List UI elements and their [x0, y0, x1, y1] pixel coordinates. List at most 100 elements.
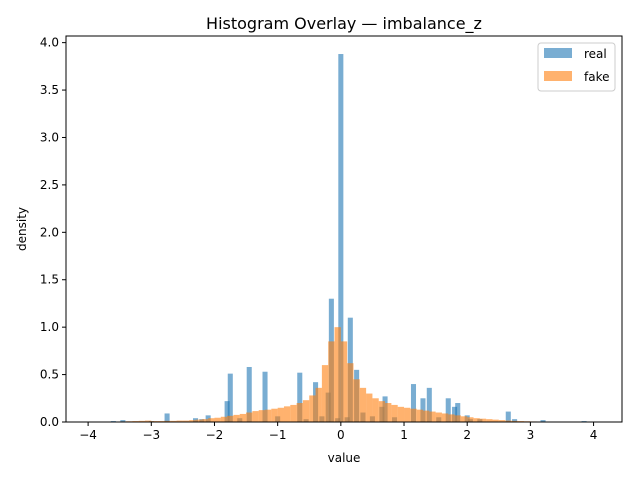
bar-fake: [498, 420, 506, 422]
bar-fake: [505, 420, 512, 422]
legend-swatch-fake: [544, 71, 572, 81]
bar-fake: [144, 420, 152, 422]
bar-fake: [429, 411, 436, 422]
bar-fake: [378, 401, 386, 422]
bar-fake: [283, 406, 291, 422]
bar-fake: [290, 404, 297, 422]
y-tick-label: 1.5: [40, 273, 59, 287]
bar-fake: [334, 327, 341, 422]
chart-title: Histogram Overlay — imbalance_z: [206, 14, 482, 34]
x-tick-label: 3: [527, 428, 535, 442]
bar-fake: [233, 414, 240, 422]
bar-real: [540, 420, 546, 422]
bar-fake: [176, 420, 183, 422]
bar-fake: [170, 420, 177, 422]
bar-fake: [435, 412, 442, 422]
x-tick-label: −2: [206, 428, 224, 442]
bar-fake: [511, 420, 518, 422]
bar-fake: [441, 413, 449, 422]
bar-fake: [271, 408, 278, 422]
bar-fake: [227, 415, 234, 422]
bar-fake: [258, 410, 266, 422]
bar-real: [426, 387, 432, 422]
bar-fake: [296, 403, 303, 422]
bar-fake: [340, 341, 348, 422]
y-tick-label: 0.0: [40, 415, 59, 429]
bar-fake: [473, 418, 480, 422]
bar-real: [512, 419, 518, 422]
bar-real: [445, 398, 451, 422]
x-tick-label: 2: [463, 428, 471, 442]
x-axis: −4 −3 −2 −1 0 1 2 3 4: [79, 422, 597, 442]
bar-fake: [416, 409, 423, 422]
bar-real: [338, 54, 344, 423]
bar-fake: [385, 403, 392, 422]
bar-fake: [315, 387, 322, 422]
bar-real: [246, 366, 252, 422]
bar-fake: [372, 398, 379, 422]
bar-real: [455, 403, 461, 422]
bar-real: [505, 411, 511, 422]
legend-label-real: real: [584, 47, 607, 61]
bar-fake: [163, 420, 171, 422]
legend-swatch-real: [544, 48, 572, 58]
bar-fake: [366, 393, 373, 422]
y-tick-label: 1.0: [40, 320, 59, 334]
bar-fake: [214, 417, 221, 422]
x-tick-label: 0: [337, 428, 345, 442]
bar-fake: [404, 407, 411, 422]
y-tick-label: 0.5: [40, 368, 59, 382]
y-tick-label: 2.5: [40, 178, 59, 192]
bar-fake: [309, 395, 316, 422]
bar-fake: [239, 413, 247, 422]
bar-fake: [321, 365, 329, 422]
bar-real: [410, 384, 417, 422]
x-tick-label: 1: [400, 428, 408, 442]
y-axis: 0.0 0.5 1.0 1.5 2.0 2.5 3.0 3.5 4.0: [40, 36, 66, 429]
bar-fake: [328, 341, 335, 422]
y-tick-label: 3.5: [40, 83, 59, 97]
bar-fake: [397, 406, 405, 422]
bar-fake: [492, 419, 499, 422]
bars-layer: [94, 54, 600, 423]
x-tick-label: 4: [590, 428, 598, 442]
bar-real: [227, 373, 233, 422]
bar-fake: [486, 419, 493, 422]
legend: real fake: [537, 42, 616, 92]
y-tick-label: 2.0: [40, 225, 59, 239]
x-tick-label: −3: [142, 428, 160, 442]
y-axis-label: density: [15, 207, 29, 251]
bar-fake: [448, 414, 455, 422]
bar-real: [205, 415, 211, 422]
bar-fake: [220, 416, 228, 422]
bar-fake: [201, 419, 209, 422]
legend-label-fake: fake: [584, 70, 609, 84]
bar-fake: [195, 419, 202, 422]
bar-fake: [252, 411, 259, 422]
bar-fake: [347, 363, 354, 422]
bar-fake: [277, 407, 284, 422]
bar-real: [120, 420, 126, 422]
bar-fake: [391, 404, 398, 422]
bar-fake: [359, 387, 367, 422]
bar-real: [262, 371, 268, 422]
bar-fake: [246, 412, 253, 422]
bar-fake: [454, 415, 461, 422]
bar-fake: [302, 400, 310, 422]
y-tick-label: 3.0: [40, 130, 59, 144]
bar-fake: [467, 417, 474, 422]
x-axis-label: value: [328, 451, 361, 465]
bar-real: [297, 372, 303, 422]
x-tick-label: −4: [79, 428, 97, 442]
bar-real: [224, 401, 230, 422]
bar-fake: [208, 418, 215, 422]
bar-fake: [265, 409, 272, 422]
bar-fake: [410, 408, 417, 422]
bar-fake: [479, 418, 487, 422]
bar-fake: [189, 420, 196, 422]
bar-fake: [182, 420, 190, 422]
y-tick-label: 4.0: [40, 36, 59, 50]
bar-fake: [138, 420, 145, 422]
plot-frame: [65, 35, 623, 423]
